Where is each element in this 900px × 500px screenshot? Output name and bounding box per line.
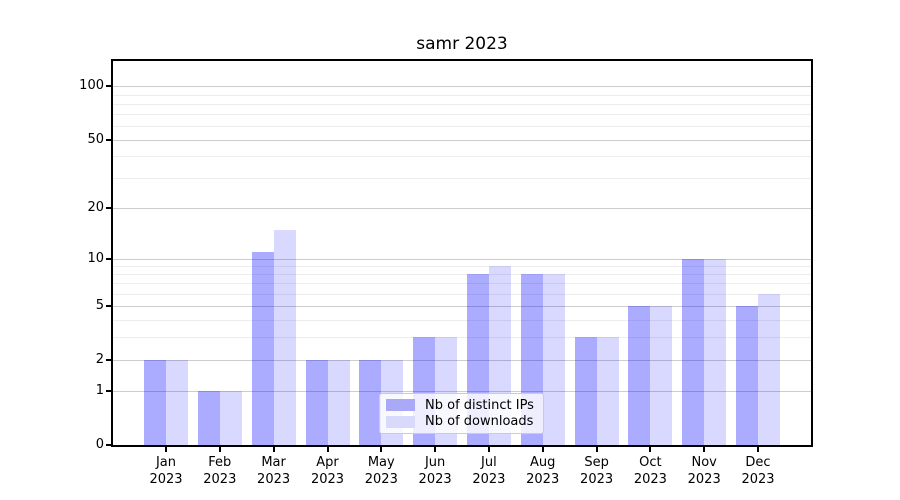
y-tick-label: 10	[87, 250, 104, 266]
y-minor-gridline	[113, 103, 811, 105]
x-tick	[165, 447, 167, 452]
bar-nb-of-downloads-jan	[166, 359, 188, 445]
bar-nb-of-downloads-dec	[758, 293, 780, 445]
y-tick-label: 20	[87, 200, 104, 216]
bar-nb-of-distinct-ips-mar	[251, 251, 274, 445]
bar-nb-of-distinct-ips-nov	[682, 258, 705, 445]
x-tick	[272, 447, 275, 452]
bar-nb-of-distinct-ips-feb	[197, 391, 220, 445]
legend-swatch-downloads	[386, 415, 415, 428]
y-major-gridline	[113, 359, 811, 361]
legend-item-distinct-ips: Nb of distinct IPs	[386, 397, 537, 414]
x-tick	[380, 447, 383, 452]
legend-label-downloads: Nb of downloads	[425, 414, 534, 430]
bar-nb-of-distinct-ips-jan	[144, 359, 166, 445]
y-tick-label: 5	[95, 297, 104, 313]
y-minor-gridline	[113, 319, 811, 321]
bar-nb-of-downloads-aug	[542, 274, 565, 445]
x-tick	[649, 447, 652, 452]
x-tick	[703, 447, 706, 452]
x-tick	[218, 447, 221, 452]
bar-nb-of-downloads-nov	[704, 258, 727, 445]
legend-item-downloads: Nb of downloads	[386, 414, 537, 431]
x-tick-label: Jan 2023	[149, 455, 183, 487]
legend-label-distinct-ips: Nb of distinct IPs	[425, 397, 534, 413]
y-tick	[106, 444, 111, 446]
bar-nb-of-distinct-ips-sep	[574, 337, 597, 445]
y-minor-gridline	[113, 94, 811, 96]
x-tick-label: Sep 2023	[580, 455, 614, 487]
y-minor-gridline	[113, 266, 811, 268]
y-major-gridline	[113, 391, 811, 393]
y-tick-label: 2	[95, 351, 104, 367]
y-minor-gridline	[113, 156, 811, 158]
y-tick-label: 50	[87, 131, 104, 147]
x-tick	[541, 447, 544, 452]
x-tick-label: Jun 2023	[418, 455, 452, 487]
y-major-gridline	[113, 86, 811, 88]
bar-nb-of-distinct-ips-dec	[736, 305, 758, 445]
y-minor-gridline	[113, 293, 811, 295]
y-tick	[106, 85, 111, 88]
y-major-gridline	[113, 305, 811, 307]
x-tick-label: Aug 2023	[526, 455, 560, 487]
y-tick-label: 0	[95, 437, 104, 452]
bar-nb-of-distinct-ips-apr	[305, 359, 328, 445]
y-minor-gridline	[113, 337, 811, 339]
bar-nb-of-downloads-apr	[327, 359, 350, 445]
y-minor-gridline	[113, 113, 811, 115]
y-tick	[106, 304, 111, 307]
bar-nb-of-downloads-oct	[650, 305, 673, 445]
x-tick	[487, 447, 490, 452]
x-tick-label: Jul 2023	[472, 455, 506, 487]
y-tick	[106, 257, 111, 260]
bar-nb-of-downloads-sep	[596, 337, 619, 445]
x-tick-label: Apr 2023	[310, 455, 345, 487]
y-minor-gridline	[113, 178, 811, 180]
chart-title: samr 2023	[416, 34, 508, 54]
x-tick-label: Dec 2023	[741, 455, 775, 487]
y-tick	[106, 358, 111, 361]
x-tick-label: May 2023	[364, 455, 398, 487]
y-tick	[106, 390, 111, 393]
y-tick-label: 1	[95, 383, 104, 399]
legend: Nb of distinct IPs Nb of downloads	[379, 393, 544, 434]
y-major-gridline	[113, 208, 811, 210]
y-major-gridline	[113, 258, 811, 260]
y-minor-gridline	[113, 125, 811, 127]
y-tick	[106, 207, 111, 210]
bar-nb-of-downloads-feb	[219, 391, 242, 445]
x-tick-label: Feb 2023	[203, 455, 237, 487]
plot-area	[111, 59, 813, 447]
legend-swatch-distinct-ips	[386, 399, 415, 412]
x-tick	[434, 447, 437, 452]
y-tick	[106, 138, 111, 141]
y-major-gridline	[113, 139, 811, 141]
x-tick	[326, 447, 329, 452]
y-tick-label: 100	[79, 78, 104, 94]
y-minor-gridline	[113, 274, 811, 276]
bar-nb-of-distinct-ips-oct	[628, 305, 651, 445]
x-tick	[595, 447, 598, 452]
y-minor-gridline	[113, 283, 811, 285]
bar-nb-of-downloads-mar	[273, 229, 296, 445]
bar-nb-of-distinct-ips-may	[359, 359, 382, 445]
x-tick	[757, 447, 759, 452]
x-tick-label: Mar 2023	[257, 455, 291, 487]
x-tick-label: Oct 2023	[633, 455, 667, 487]
x-tick-label: Nov 2023	[687, 455, 721, 487]
